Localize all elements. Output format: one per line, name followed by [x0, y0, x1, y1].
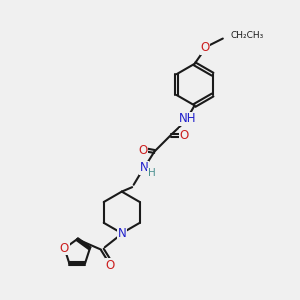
Text: O: O [60, 242, 69, 255]
Text: CH₂CH₃: CH₂CH₃ [230, 31, 263, 40]
Text: O: O [200, 41, 210, 54]
Text: H: H [148, 168, 155, 178]
Text: N: N [140, 161, 148, 174]
Text: N: N [117, 227, 126, 240]
Text: O: O [180, 129, 189, 142]
Text: O: O [138, 143, 147, 157]
Text: NH: NH [178, 112, 196, 125]
Text: O: O [106, 259, 115, 272]
